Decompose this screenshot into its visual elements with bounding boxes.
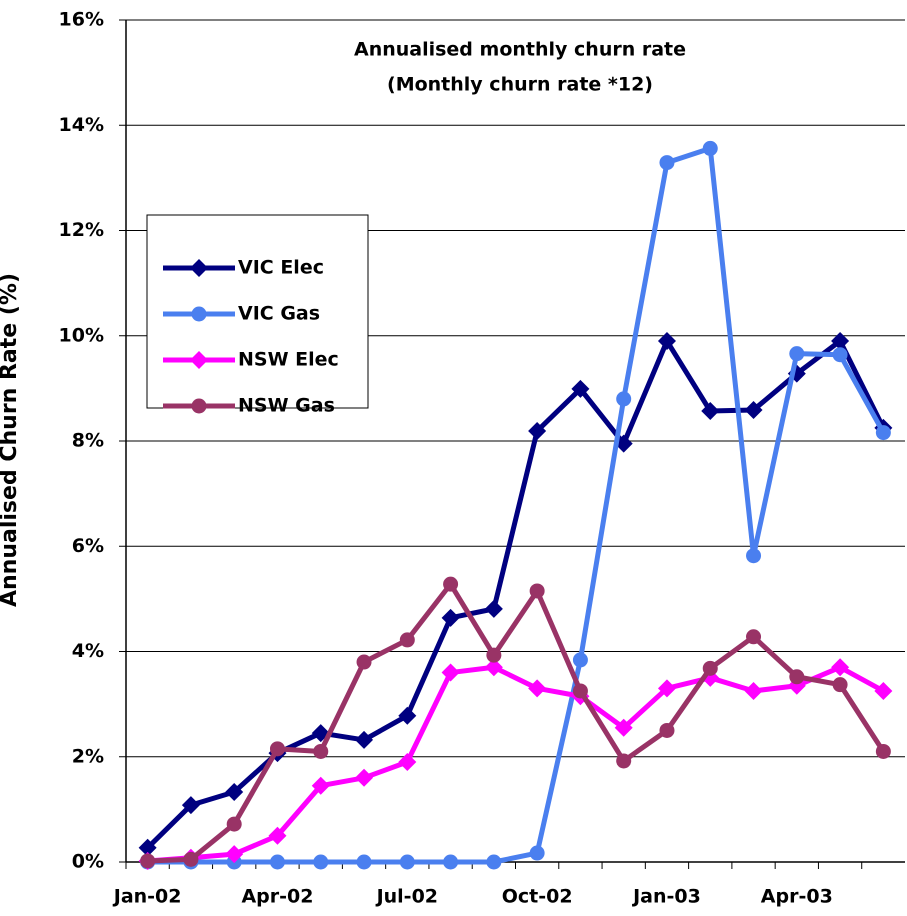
y-tick-label: 16% [59,9,104,31]
x-tick-label: Jan-02 [112,886,182,908]
data-point [398,706,417,725]
legend-marker [191,398,207,414]
data-point [225,783,244,802]
x-tick-label: Jan-03 [631,886,701,908]
data-point [528,679,547,698]
data-point [875,743,891,759]
data-point [789,346,805,362]
data-point [831,332,850,351]
data-point [528,422,547,441]
x-tick-label: Apr-03 [761,886,833,908]
data-point [572,683,588,699]
y-tick-label: 6% [72,535,104,557]
legend-label: NSW Gas [238,395,335,417]
y-tick-label: 10% [59,324,104,346]
data-point [140,853,156,869]
data-point [313,854,329,870]
data-point [484,658,503,677]
data-point [572,652,588,668]
data-point [614,718,633,737]
data-point [356,854,372,870]
series-line [147,664,885,864]
data-point [746,629,762,645]
legend: VIC Elec VIC Gas NSW Elec NSW Gas [146,214,369,417]
data-point [657,332,676,351]
data-point [789,669,805,685]
legend-marker [191,306,207,322]
data-point [529,845,545,861]
data-point [744,400,763,419]
data-point [486,854,502,870]
data-point [398,753,417,772]
y-axis-label: Annualised Churn Rate (%) [0,273,22,607]
data-point [702,140,718,156]
data-point [441,663,460,682]
data-point [486,647,502,663]
data-point [832,347,848,363]
data-point [831,658,850,677]
data-point [616,391,632,407]
y-tick-label: 2% [72,745,104,767]
data-point [356,654,372,670]
data-point [355,768,374,787]
data-point [138,838,157,857]
legend-label: VIC Gas [238,303,320,325]
data-point [744,681,763,700]
data-point [832,677,848,693]
legend-label: NSW Elec [238,349,339,371]
y-tick-label: 14% [59,114,104,136]
data-point [183,851,199,867]
y-tick-label: 4% [72,640,104,662]
data-point [399,854,415,870]
data-point [225,845,244,864]
series-line [147,581,886,864]
legend-marker [190,351,208,369]
data-point [659,155,675,171]
y-tick-label: 12% [59,219,104,241]
data-point [268,826,287,845]
data-point [399,632,415,648]
chart-title: Annualised monthly churn rate [354,39,686,61]
data-point [659,722,675,738]
data-point [746,548,762,564]
data-point [269,741,285,757]
data-point [875,425,891,441]
series-line [145,338,886,850]
legend-marker [190,259,208,277]
y-tick-label: 0% [72,851,104,873]
data-point [484,599,503,618]
data-point [702,660,718,676]
data-point [269,854,285,870]
data-point [529,583,545,599]
data-point [441,608,460,627]
data-point [443,576,459,592]
data-point [355,730,374,749]
data-point [181,796,200,815]
data-point [313,743,329,759]
data-point [701,402,720,421]
x-tick-label: Apr-02 [241,886,313,908]
data-point [311,776,330,795]
data-point [616,753,632,769]
data-point [657,679,676,698]
data-point [571,379,590,398]
data-point [874,681,893,700]
y-tick-label: 8% [72,430,104,452]
data-point [226,816,242,832]
x-tick-label: Jul-02 [375,886,438,908]
data-point [443,854,459,870]
legend-label: VIC Elec [238,257,324,279]
x-tick-label: Oct-02 [502,886,573,908]
chart-subtitle: (Monthly churn rate *12) [387,74,653,96]
